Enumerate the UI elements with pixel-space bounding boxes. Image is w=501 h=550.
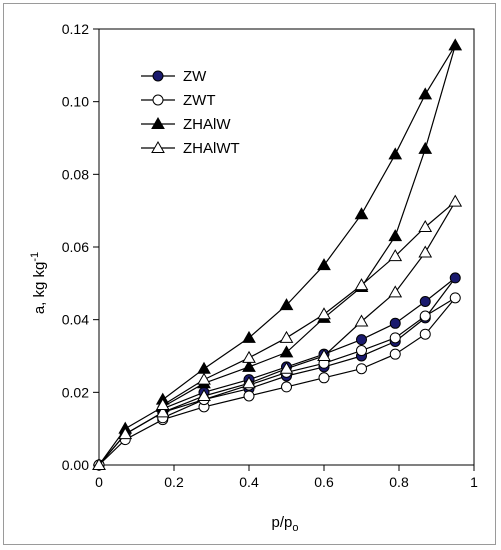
x-tick-label: 0.6	[314, 474, 334, 490]
x-tick-label: 1	[470, 474, 478, 490]
data-point-zw	[449, 272, 461, 284]
x-axis-title-sub: o	[292, 522, 298, 534]
data-point-zhalwt	[354, 314, 369, 327]
data-point-zwt	[356, 363, 367, 375]
series-zhalwt	[92, 194, 463, 470]
x-axis-title: p/po	[272, 514, 299, 534]
data-point-zw	[419, 296, 431, 307]
legend-label-zw: ZW	[183, 68, 207, 85]
data-point-zhalw	[418, 141, 433, 154]
data-point-zhalw	[317, 258, 331, 271]
x-tick-label: 0.8	[389, 474, 409, 490]
series-layer	[92, 38, 463, 471]
data-point-zhalw	[388, 229, 403, 242]
series-line-zwt	[98, 297, 456, 466]
data-point-zwt	[356, 345, 367, 357]
series-zhalw	[92, 38, 463, 470]
data-point-zhalw	[279, 345, 294, 358]
y-axis-title-sup: -1	[29, 252, 41, 262]
y-tick-label: 0.04	[62, 312, 89, 328]
data-point-zhalw	[448, 38, 463, 51]
data-point-zwt	[281, 381, 292, 393]
data-point-zhalwt	[279, 361, 294, 374]
data-point-zhalwt	[354, 278, 369, 291]
legend-label-zhalw: ZHAlW	[183, 116, 231, 133]
data-point-zwt	[243, 390, 255, 402]
series-zw	[93, 272, 461, 471]
data-point-zhalw	[242, 359, 256, 372]
data-point-zwt	[449, 292, 461, 304]
data-point-zhalwt	[388, 249, 403, 262]
legend-label-zwt: ZWT	[183, 92, 215, 109]
data-point-zhalwt	[388, 285, 403, 298]
x-tick-label: 0.2	[164, 474, 184, 490]
series-line-zw	[98, 277, 456, 466]
legend-entry-zw: ZW	[141, 68, 207, 85]
data-point-zwt	[389, 332, 401, 344]
data-point-zhalw	[242, 330, 256, 343]
legend-entry-zwt: ZWT	[141, 92, 215, 109]
figure-frame	[3, 3, 496, 545]
y-tick-label: 0.10	[62, 94, 89, 110]
data-point-zhalwt	[155, 398, 170, 411]
data-point-zwt	[419, 328, 431, 340]
data-point-zhalwt	[242, 350, 256, 363]
data-point-zhalwt	[418, 245, 433, 258]
y-tick-label: 0.08	[62, 166, 89, 182]
y-axis-title-main: a, kg kg	[31, 262, 48, 315]
x-axis-title-main: p/p	[272, 514, 293, 531]
data-point-zhalwt	[418, 220, 433, 233]
legend-marker-zwt	[152, 94, 164, 106]
data-point-zhalw	[388, 147, 403, 160]
y-tick-label: 0.02	[62, 384, 89, 400]
series-line-zhalw	[98, 44, 456, 466]
data-point-zwt	[318, 372, 330, 384]
series-zwt	[93, 292, 461, 471]
data-point-zhalwt	[317, 307, 331, 320]
data-point-zhalwt	[448, 194, 463, 207]
data-point-zwt	[419, 310, 431, 322]
y-axis-title: a, kg kg-1	[29, 252, 48, 314]
y-tick-label: 0.12	[62, 21, 89, 37]
legend-marker-zhalwt	[151, 140, 165, 153]
legend-marker-zhalw	[151, 116, 165, 129]
data-point-zhalwt	[317, 348, 331, 361]
data-point-zhalw	[279, 298, 294, 311]
data-point-zhalwt	[242, 376, 256, 389]
data-point-zhalwt	[92, 457, 106, 470]
axes: 0 0.2 0.4 0.6 0.8 1 0.00 0.02 0.04 0.06 0.08 0.10 0.…	[62, 21, 478, 490]
legend-entry-zhalwt: ZHAlWT	[141, 140, 240, 157]
x-tick-label: 0.4	[239, 474, 259, 490]
legend-marker-zw	[152, 70, 164, 82]
data-point-zhalw	[354, 207, 369, 220]
data-point-zwt	[389, 348, 401, 360]
data-point-zw	[356, 334, 367, 346]
data-point-zhalwt	[197, 372, 211, 385]
y-tick-label: 0.06	[62, 239, 89, 255]
data-point-zhalw	[418, 87, 433, 100]
data-point-zhalw	[197, 361, 211, 374]
data-point-zhalwt	[118, 427, 133, 440]
x-tick-label: 0	[95, 474, 103, 490]
legend-label-zhalwt: ZHAlWT	[183, 140, 240, 157]
y-tick-label: 0.00	[62, 457, 89, 473]
data-point-zhalwt	[155, 405, 170, 418]
data-point-zhalwt	[279, 330, 294, 343]
legend-entry-zhalw: ZHAlW	[141, 116, 231, 133]
data-point-zw	[389, 317, 401, 329]
plot-area-border	[98, 28, 475, 466]
legend: ZW ZWT ZHAlW ZHAlWT	[141, 68, 240, 157]
data-point-zhalwt	[197, 388, 211, 401]
